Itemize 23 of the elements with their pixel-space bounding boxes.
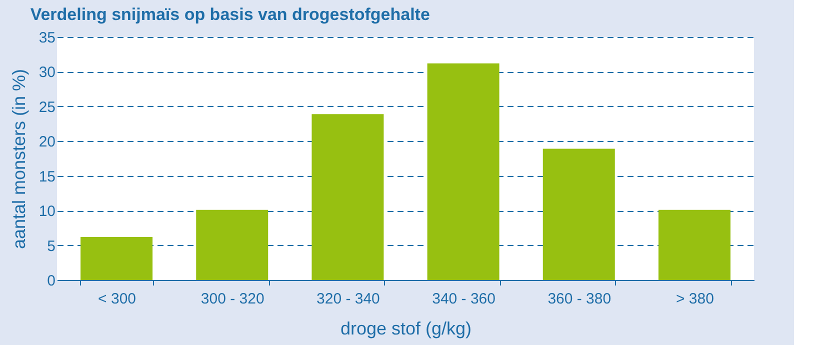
y-tick-label: 25	[38, 98, 56, 116]
y-tick-label: 15	[38, 168, 56, 186]
bar	[312, 114, 384, 280]
x-tick-label: > 380	[676, 290, 714, 308]
x-tick-label: 340 - 360	[432, 290, 496, 308]
y-tick-label: 10	[38, 203, 56, 220]
y-tick-label: 0	[47, 272, 56, 290]
bar	[196, 210, 268, 280]
x-tick-label: 360 - 380	[548, 290, 612, 308]
x-tick-label: < 300	[98, 290, 136, 308]
bar	[658, 210, 730, 280]
y-tick-label: 30	[38, 64, 56, 82]
x-axis-title: droge stof (g/kg)	[340, 318, 472, 338]
y-tick-label: 5	[47, 238, 56, 255]
y-axis-title: aantal monsters (in %)	[8, 68, 29, 250]
bar	[80, 236, 153, 280]
x-tick-label: 320 - 340	[316, 290, 380, 308]
bar	[542, 148, 615, 280]
y-tick-label: 35	[38, 30, 56, 46]
x-tick-label: 300 - 320	[200, 290, 264, 308]
chart-title: Verdeling snijmaïs op basis van drogestofgehalte	[30, 5, 430, 24]
y-tick-label: 20	[38, 134, 56, 151]
bar	[427, 63, 500, 280]
